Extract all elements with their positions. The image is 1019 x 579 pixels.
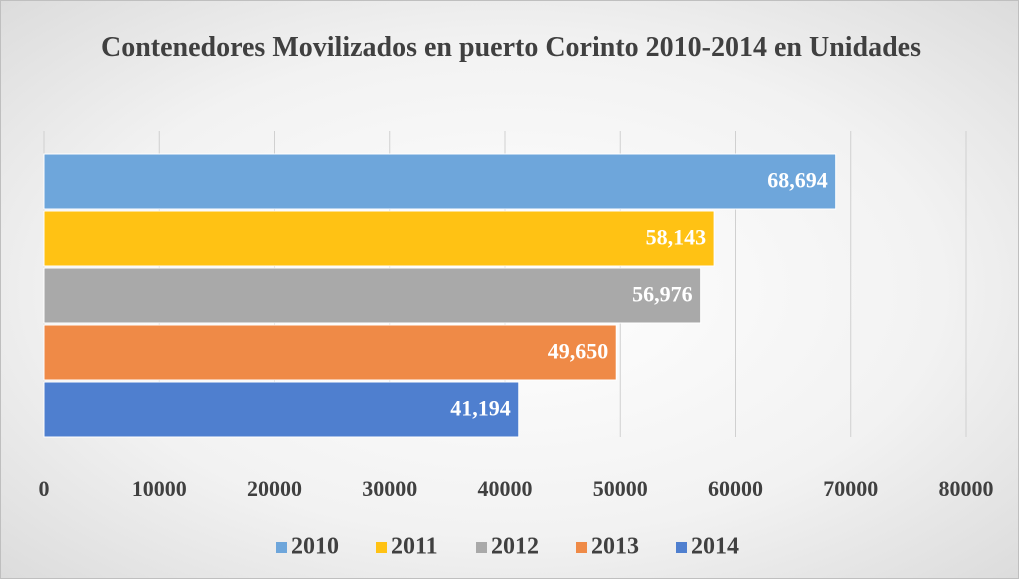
x-tick-label: 40000: [478, 476, 533, 501]
data-label: 68,694: [767, 168, 828, 193]
x-tick-label: 50000: [593, 476, 648, 501]
legend-swatch: [476, 542, 487, 553]
x-tick-label: 20000: [247, 476, 302, 501]
legend-label: 2014: [691, 534, 739, 560]
legend-swatch: [276, 542, 287, 553]
bar: [43, 210, 715, 267]
data-label: 58,143: [646, 225, 707, 250]
bar: [43, 267, 702, 324]
legend-swatch: [376, 542, 387, 553]
x-tick-label: 70000: [823, 476, 878, 501]
legend-label: 2010: [291, 534, 339, 560]
legend-swatch: [576, 542, 587, 553]
x-tick-label: 0: [39, 476, 50, 501]
x-tick-label: 80000: [939, 476, 994, 501]
legend-swatch: [676, 542, 687, 553]
x-tick-label: 60000: [708, 476, 763, 501]
bar: [43, 153, 837, 210]
legend-label: 2012: [491, 534, 539, 560]
bar: [43, 324, 617, 381]
bar: [43, 381, 520, 438]
x-tick-label: 10000: [132, 476, 187, 501]
data-label: 41,194: [450, 396, 511, 421]
legend-label: 2011: [391, 534, 438, 560]
legend-label: 2013: [591, 534, 639, 560]
chart-title: Contenedores Movilizados en puerto Corin…: [100, 32, 922, 63]
data-label: 49,650: [548, 339, 609, 364]
x-tick-label: 30000: [362, 476, 417, 501]
data-label: 56,976: [632, 282, 693, 307]
